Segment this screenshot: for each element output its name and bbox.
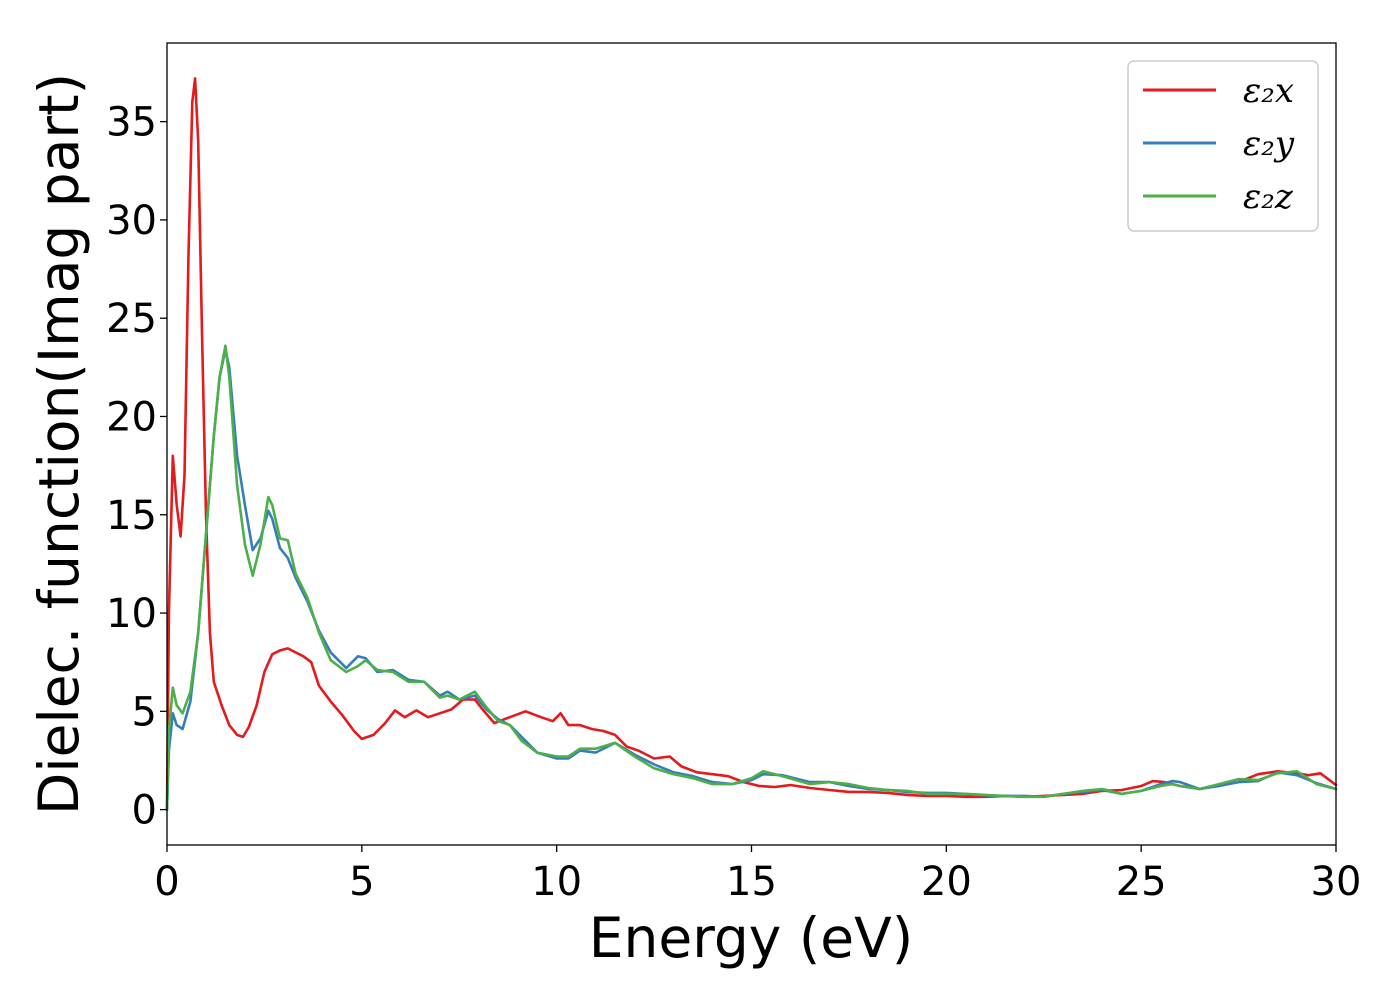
series-line-2 [165, 344, 1338, 811]
x-tick-label: 5 [349, 859, 374, 905]
legend-label-2: ε₂z [1243, 177, 1294, 217]
legend: ε₂x ε₂y ε₂z [1127, 60, 1319, 232]
y-axis-label: Dielec. function(Imag part) [27, 73, 91, 815]
legend-label-1: ε₂y [1243, 124, 1295, 164]
y-axis: 0 5 10 15 20 25 30 35 [106, 100, 167, 834]
x-tick-label: 25 [1116, 859, 1167, 905]
x-axis-label: Energy (eV) [589, 906, 913, 970]
x-tick-label: 30 [1311, 859, 1362, 905]
x-axis: 0 5 10 15 20 25 30 [154, 845, 1361, 905]
x-tick-label: 0 [154, 859, 179, 905]
y-tick-label: 20 [106, 394, 157, 440]
y-tick-label: 10 [106, 591, 157, 637]
legend-label-0: ε₂x [1243, 71, 1294, 111]
y-tick-label: 15 [106, 493, 157, 539]
x-tick-label: 20 [921, 859, 972, 905]
y-tick-label: 25 [106, 296, 157, 342]
y-tick-label: 0 [132, 788, 157, 834]
x-tick-label: 10 [531, 859, 582, 905]
y-tick-label: 5 [132, 689, 157, 735]
legend-entries: ε₂x ε₂y ε₂z [1143, 71, 1295, 217]
series-layer [165, 77, 1338, 811]
x-tick-label: 15 [726, 859, 777, 905]
y-tick-label: 35 [106, 100, 157, 146]
y-tick-label: 30 [106, 198, 157, 244]
legend-box [1127, 60, 1319, 232]
